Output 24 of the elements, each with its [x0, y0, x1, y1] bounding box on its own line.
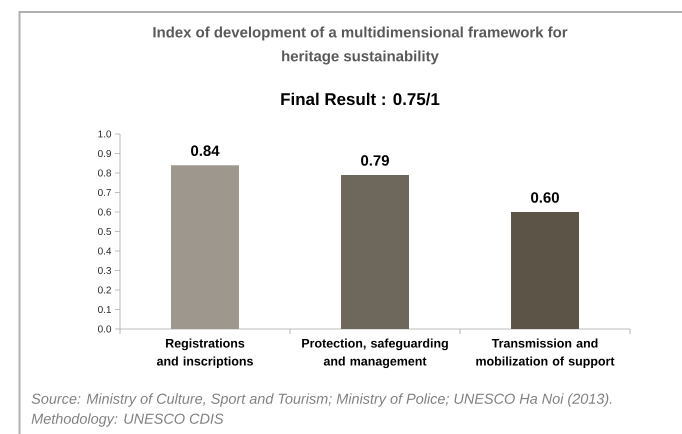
chart-title: Index of development of a multidimensional framework for heritage sustainability — [153, 26, 568, 64]
data-label: 0.84 — [191, 145, 220, 156]
y-tick-label: 0.0 — [98, 325, 112, 333]
x-tick-label: Protection, safeguarding and management — [302, 338, 448, 368]
y-tick-label: 0.7 — [98, 188, 111, 196]
y-tick-label: 0.6 — [98, 208, 112, 216]
data-label: 0.60 — [531, 192, 559, 203]
bar — [511, 212, 580, 329]
chart-subtitle: Final Result : 0.75/1 — [281, 92, 440, 106]
x-tick-label: Registrations and inscriptions — [156, 338, 253, 368]
y-tick-label: 0.5 — [98, 228, 112, 236]
bar — [171, 165, 240, 329]
x-tick-label: Transmission and mobilization of support — [476, 338, 614, 368]
y-tick-label: 0.8 — [98, 169, 112, 177]
text: Methodology: UNESCO CDIS — [32, 413, 224, 427]
data-label: 0.79 — [361, 155, 389, 166]
y-tick-label: 0.3 — [98, 266, 112, 274]
y-tick-label: 0.1 — [98, 306, 112, 314]
y-tick-label: 0.4 — [98, 247, 112, 255]
y-tick-label: 1.0 — [98, 130, 112, 138]
y-tick-label: 0.2 — [98, 286, 111, 294]
y-tick-label: 0.9 — [98, 150, 112, 158]
source-note: Source: Ministry of Culture, Sport and Tourism; Ministry of Police; UNESCO Ha Noi (2013). — [32, 393, 612, 407]
bar — [341, 174, 410, 329]
